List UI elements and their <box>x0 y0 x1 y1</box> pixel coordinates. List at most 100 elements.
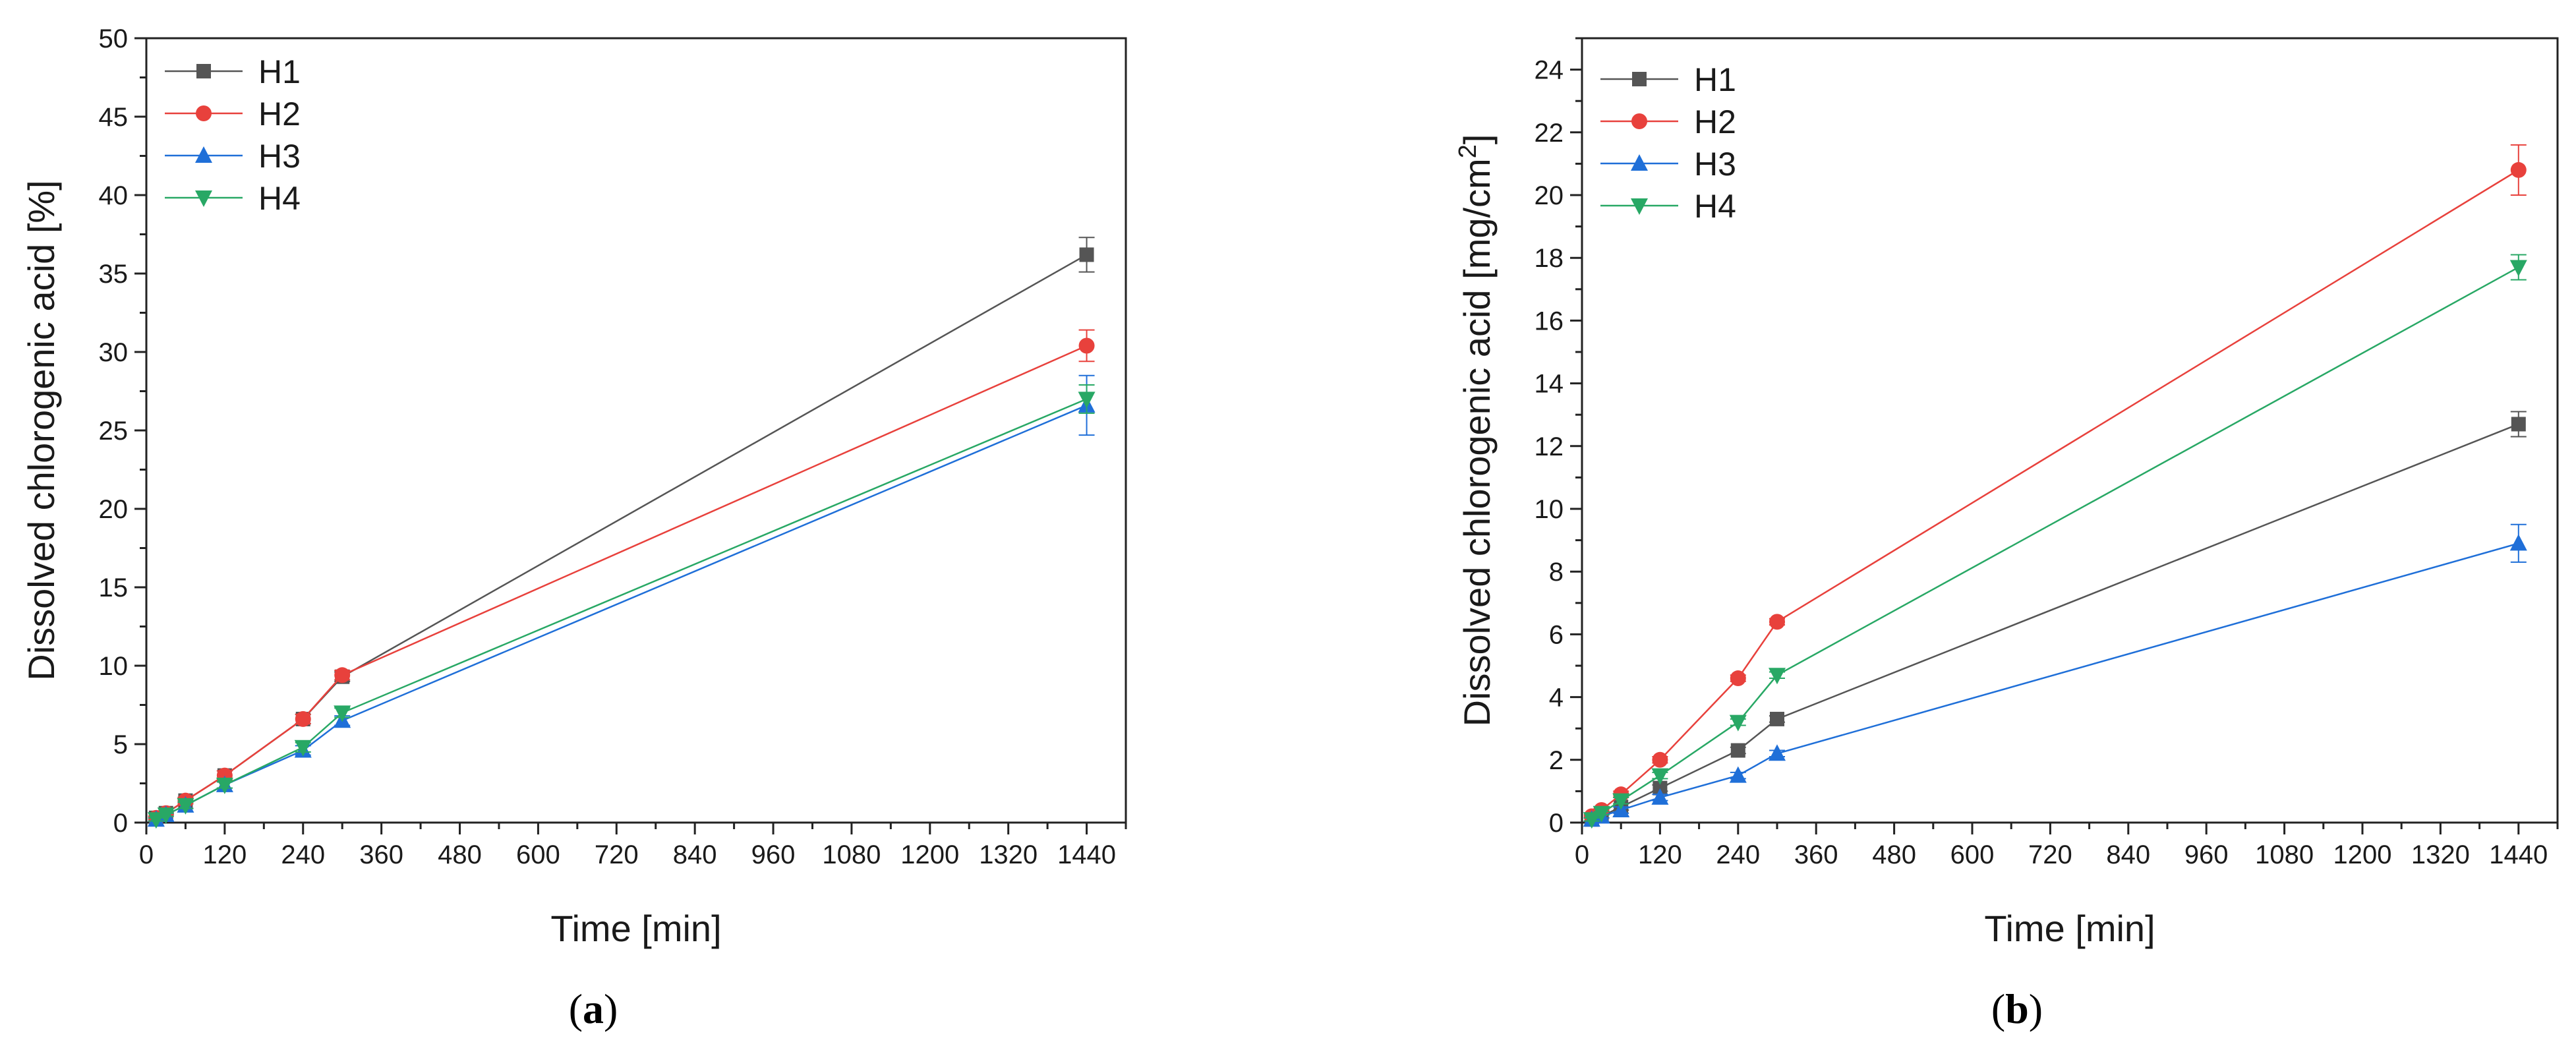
legend-marker <box>1631 154 1648 171</box>
data-point <box>295 711 311 727</box>
data-point <box>1769 744 1786 761</box>
x-tick-label: 1080 <box>822 840 881 869</box>
x-tick-label: 120 <box>1638 840 1682 869</box>
x-tick-label: 1320 <box>2411 840 2470 869</box>
data-point <box>1612 793 1630 810</box>
data-point <box>147 812 165 829</box>
data-point <box>1583 812 1600 829</box>
y-tick-label: 20 <box>99 495 129 524</box>
data-point <box>1729 766 1747 783</box>
y-tick-label: 40 <box>99 181 129 210</box>
data-point <box>2510 161 2527 178</box>
data-point <box>334 667 351 684</box>
legend-item-h3: H3 <box>165 138 301 175</box>
x-tick-label: 1440 <box>1057 840 1116 869</box>
data-point <box>2511 417 2526 432</box>
series-line <box>1591 266 2519 821</box>
data-point <box>2509 534 2527 551</box>
legend-label: H2 <box>1694 103 1736 140</box>
legend-item-h1: H1 <box>1600 61 1736 98</box>
legend-item-h2: H2 <box>165 96 301 132</box>
data-point <box>177 798 194 815</box>
x-tick-label: 600 <box>516 840 560 869</box>
x-tick-label: 240 <box>281 840 325 869</box>
y-tick-label: 10 <box>1535 495 1564 524</box>
plot-frame <box>1581 37 2559 824</box>
x-tick-label: 360 <box>359 840 403 869</box>
legend-marker <box>195 190 212 207</box>
x-tick-label: 0 <box>1575 840 1589 869</box>
series-h4 <box>1583 254 2527 829</box>
x-axis-title: Time [min] <box>1984 908 2155 949</box>
legend-marker <box>1631 198 1648 215</box>
data-point <box>1651 768 1669 785</box>
y-axis-title: Dissolved chlorogenic acid [mg/cm2] <box>1454 134 1498 727</box>
series-h3 <box>1583 523 2527 827</box>
x-tick-label: 960 <box>2184 840 2229 869</box>
y-tick-label: 15 <box>99 573 129 602</box>
series-h1 <box>1583 411 2527 827</box>
data-point <box>1078 392 1096 409</box>
data-point <box>1730 743 1745 758</box>
y-tick-label: 14 <box>1535 370 1564 399</box>
x-tick-label: 480 <box>1872 840 1916 869</box>
data-point <box>1078 337 1095 354</box>
legend-marker <box>195 146 212 163</box>
legend-label: H3 <box>1694 146 1736 183</box>
data-point <box>1653 780 1668 796</box>
legend-marker <box>196 64 211 78</box>
data-point <box>1730 670 1746 687</box>
y-tick-label: 8 <box>1549 558 1564 587</box>
legend: H1 H2 H3 H4 <box>165 53 301 217</box>
legend-label: H4 <box>258 180 301 217</box>
x-tick-label: 0 <box>139 840 154 869</box>
y-axis-title: Dissolved chlorogenic acid [%] <box>20 180 62 680</box>
y-tick-label: 0 <box>113 809 128 838</box>
y-tick-label: 50 <box>99 24 129 53</box>
x-tick-label: 1080 <box>2255 840 2314 869</box>
series-h4 <box>147 384 1096 829</box>
series-line <box>1591 423 2519 821</box>
chart-panel-a: 0 120 240 360 480 600 720 840 960 1080 1200 1320 144… <box>20 24 1127 1032</box>
data-point <box>1651 788 1669 805</box>
y-tick-label: 4 <box>1549 684 1564 713</box>
series-h2 <box>148 329 1095 826</box>
x-tick-label: 1440 <box>2489 840 2548 869</box>
y-tick-label: 25 <box>99 417 129 446</box>
data-point <box>1729 714 1747 732</box>
series-h2 <box>1583 144 2527 825</box>
legend-item-h4: H4 <box>1600 188 1736 225</box>
x-tick-label: 360 <box>1794 840 1838 869</box>
legend-item-h1: H1 <box>165 53 301 90</box>
x-tick-label: 120 <box>203 840 247 869</box>
legend-marker <box>196 105 212 121</box>
data-point <box>1652 751 1668 768</box>
legend: H1 H2 H3 H4 <box>1600 61 1736 225</box>
panel-label: (a) <box>569 985 618 1032</box>
x-tick-label: 840 <box>2106 840 2150 869</box>
x-tick-label: 480 <box>438 840 482 869</box>
series-line <box>156 345 1088 819</box>
data-point <box>1769 614 1785 630</box>
data-point <box>1079 247 1094 262</box>
x-tick-label: 1320 <box>979 840 1038 869</box>
x-tick-label: 840 <box>673 840 717 869</box>
y-tick-label: 30 <box>99 338 129 367</box>
data-point <box>2509 260 2527 277</box>
data-point <box>1593 805 1610 823</box>
data-point <box>157 807 175 825</box>
data-point <box>334 705 351 722</box>
series-h1 <box>148 237 1095 825</box>
legend-marker <box>1631 113 1647 129</box>
x-tick-label: 1200 <box>2333 840 2392 869</box>
data-point <box>1769 668 1786 685</box>
legend-item-h3: H3 <box>1600 146 1736 183</box>
y-tick-label: 45 <box>99 103 129 132</box>
y-tick-label: 16 <box>1535 306 1564 335</box>
y-tick-label: 2 <box>1549 746 1564 775</box>
x-tick-label: 960 <box>751 840 796 869</box>
panel-label: (b) <box>1991 985 2043 1032</box>
panel-letter: a <box>583 985 604 1032</box>
legend-item-h4: H4 <box>165 180 301 217</box>
